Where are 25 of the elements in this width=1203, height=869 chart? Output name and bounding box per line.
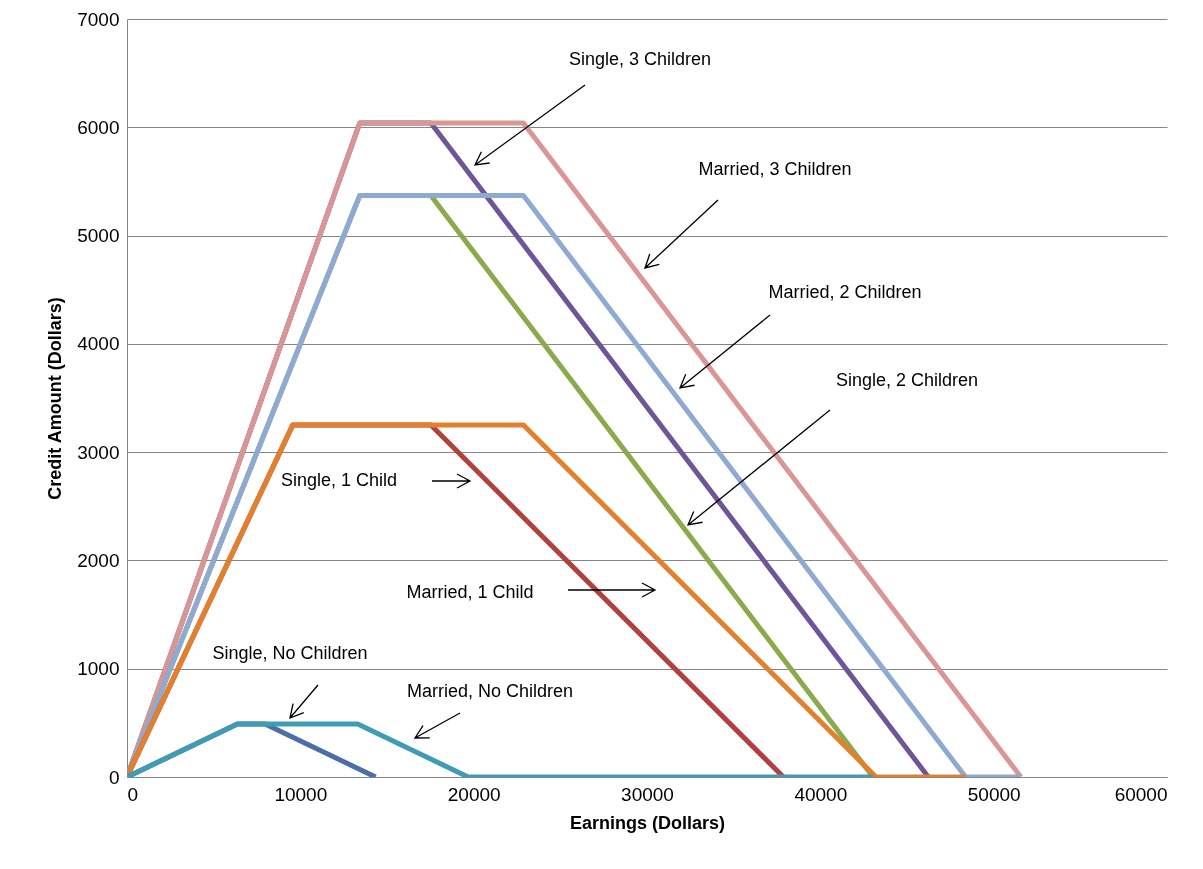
annotation: Single, 1 Child [280,470,398,490]
annotation: Married, 3 Children [698,159,852,179]
y-tick-label: 1000 [77,658,120,680]
annotation: Single, 2 Children [835,370,979,390]
x-tick-label: 20000 [447,783,501,805]
x-tick-label: 30000 [621,783,674,805]
y-tick-label: 3000 [77,441,120,463]
annotation: Married, 1 Child [406,582,534,602]
y-tick-label: 5000 [77,225,120,247]
x-tick-label: 60000 [1114,783,1168,805]
x-tick-label: 0 [127,783,139,805]
x-tick-label: 50000 [967,783,1021,805]
y-axis-title: Credit Amount (Dollars) [45,297,66,500]
x-axis-title: Earnings (Dollars) [569,812,726,833]
x-tick-label: 40000 [794,783,848,805]
y-tick-label: 0 [108,766,120,788]
annotation: Single, 3 Children [568,49,712,69]
y-tick-label: 2000 [77,549,120,571]
y-tick-label: 7000 [77,8,120,30]
x-tick-label: 10000 [274,783,328,805]
y-tick-label: 6000 [77,116,120,138]
annotation: Married, No Children [406,681,574,701]
y-tick-label: 4000 [77,333,120,355]
annotation: Single, No Children [212,643,368,663]
annotation: Married, 2 Children [768,282,922,302]
